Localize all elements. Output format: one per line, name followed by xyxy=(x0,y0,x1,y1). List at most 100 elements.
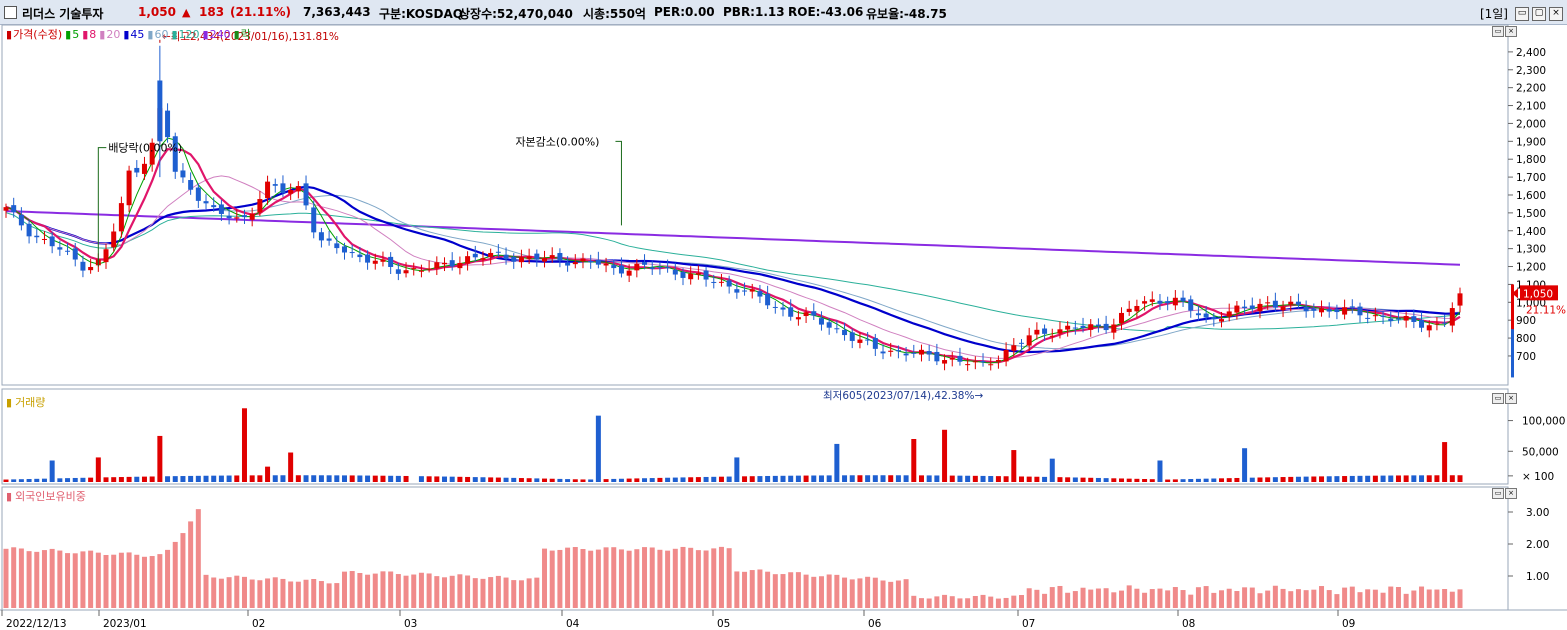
volume-bar xyxy=(1018,476,1024,482)
candle-body xyxy=(11,205,17,213)
foreign-ratio-bar xyxy=(965,598,971,608)
foreign-ratio-bar xyxy=(1380,592,1386,608)
candle-body xyxy=(403,270,409,274)
volume-bar xyxy=(857,475,863,482)
volume-bar xyxy=(57,478,63,482)
candle-body xyxy=(1395,318,1401,320)
foreign-ratio-bar xyxy=(1042,593,1048,608)
candle-body xyxy=(65,250,71,252)
market-type: 구분:KOSDAQ xyxy=(379,7,463,21)
x-axis-label: 08 xyxy=(1182,618,1195,630)
volume-bar xyxy=(1326,476,1332,482)
candle-body xyxy=(126,170,132,206)
minimize-icon[interactable]: ▭ xyxy=(1515,6,1529,21)
volume-bar xyxy=(1072,477,1078,482)
foreign-ratio-bar xyxy=(395,574,401,608)
volume-bar xyxy=(1211,478,1217,482)
volume-bar xyxy=(811,475,817,482)
foreign-ratio-bar xyxy=(442,577,448,608)
volume-bar xyxy=(172,476,178,482)
panel-close-icon[interactable]: × xyxy=(1505,393,1517,404)
y-tick-label: 1,400 xyxy=(1516,226,1546,238)
foreign-ratio-bar xyxy=(434,576,440,608)
foreign-ratio-bar xyxy=(188,521,194,608)
volume-bar xyxy=(534,478,540,482)
legend-label: 120 xyxy=(178,28,200,41)
candle-body xyxy=(542,257,548,262)
period-selector[interactable]: [1일] xyxy=(1479,7,1508,21)
foreign-ratio-bar xyxy=(626,550,632,608)
candle-body xyxy=(334,243,340,249)
volume-bar xyxy=(849,475,855,482)
foreign-legend: ▮ 외국인보유비중 xyxy=(6,490,86,503)
candle-body xyxy=(449,260,455,267)
candle-body xyxy=(826,322,832,328)
y-tick-label: 2,000 xyxy=(1516,118,1546,130)
volume-bar xyxy=(226,475,232,482)
volume-bar xyxy=(972,475,978,482)
volume-bar xyxy=(457,476,463,482)
volume-bar xyxy=(1142,478,1148,482)
panel-minimize-icon[interactable]: ▭ xyxy=(1492,393,1504,404)
volume-bar xyxy=(988,476,994,482)
panel-close-icon[interactable]: × xyxy=(1505,26,1517,37)
volume-bar xyxy=(80,477,86,482)
candle-body xyxy=(1103,323,1109,331)
foreign-ratio-bar xyxy=(811,576,817,608)
candle-body xyxy=(1049,335,1055,337)
candle-body xyxy=(1442,322,1448,324)
foreign-ratio-bar xyxy=(565,547,571,608)
candle-body xyxy=(618,265,624,274)
legend-label: 240 xyxy=(209,28,231,41)
select-checkbox[interactable] xyxy=(4,6,17,19)
volume-bar xyxy=(11,479,17,482)
foreign-ratio-bar xyxy=(918,598,924,608)
stock-chart[interactable]: 2,400 2,300 2,200 2,100 2,000 1,900 1,800 1,700… xyxy=(0,24,1567,630)
candle-body xyxy=(1126,308,1132,313)
foreign-ratio-bar xyxy=(865,576,871,608)
candle-body xyxy=(1226,311,1232,317)
candle-body xyxy=(1272,300,1278,308)
volume-bar xyxy=(711,476,717,482)
volume-bar xyxy=(911,439,917,482)
volume-bar xyxy=(49,460,55,482)
candle-body xyxy=(272,184,278,186)
candle-body xyxy=(603,263,609,266)
close-icon[interactable]: × xyxy=(1549,6,1563,21)
volume-bar xyxy=(949,475,955,482)
foreign-ratio-bar xyxy=(1195,587,1201,608)
volume-bar xyxy=(1188,479,1194,482)
candle-body xyxy=(234,217,240,219)
volume-bar xyxy=(595,415,601,482)
foreign-ratio-bar xyxy=(1257,593,1263,608)
volume-bar xyxy=(695,477,701,482)
volume-bar xyxy=(626,478,632,482)
panel-close-icon[interactable]: × xyxy=(1505,488,1517,499)
candle-body xyxy=(611,265,617,269)
maximize-icon[interactable]: ▢ xyxy=(1532,6,1546,21)
legend-label: 락 xyxy=(240,28,251,41)
panel-minimize-icon[interactable]: ▭ xyxy=(1492,26,1504,37)
candle-body xyxy=(718,281,724,283)
candle-body xyxy=(111,231,117,248)
volume-bar xyxy=(211,475,217,482)
y-tick-label: 2,300 xyxy=(1516,65,1546,77)
volume-bar xyxy=(672,477,678,482)
candle-body xyxy=(418,270,424,272)
candle-body xyxy=(572,262,578,265)
panel-minimize-icon[interactable]: ▭ xyxy=(1492,488,1504,499)
foreign-ratio-bar xyxy=(472,578,478,608)
dividend-annotation: 배당락(0.00%) xyxy=(108,142,182,155)
candle-body xyxy=(726,280,732,287)
foreign-ratio-bar xyxy=(203,574,209,608)
candle-body xyxy=(472,253,478,258)
y-tick-label: 1,200 xyxy=(1516,262,1546,274)
volume-tick-label: 100,000 xyxy=(1522,416,1565,428)
volume-bar xyxy=(726,476,732,482)
foreign-ratio-bar xyxy=(749,570,755,608)
candle-body xyxy=(172,136,178,172)
candle-body xyxy=(311,207,317,233)
volume-bar xyxy=(1003,476,1009,482)
foreign-ratio-bar xyxy=(780,574,786,608)
foreign-ratio-bar xyxy=(1334,594,1340,608)
